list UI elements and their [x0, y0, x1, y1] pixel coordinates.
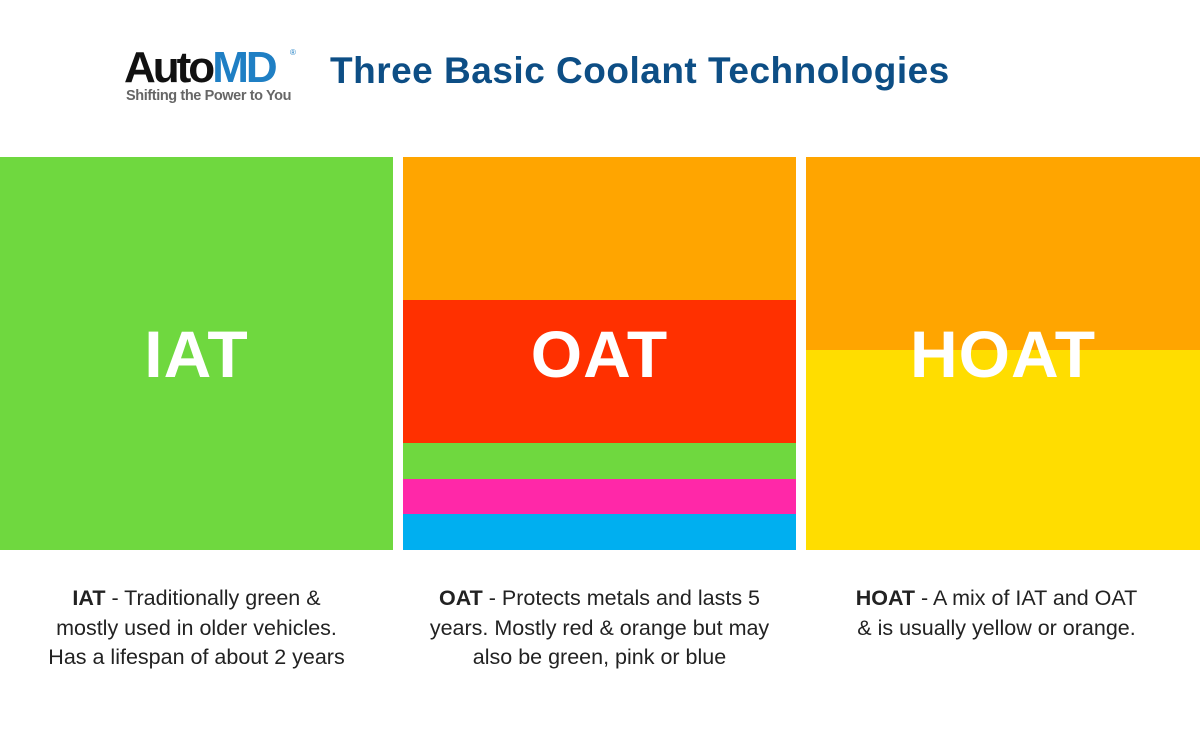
caption-iat: IAT - Traditionally green & mostly used … — [0, 584, 393, 673]
caption-line: also be green, pink or blue — [472, 645, 727, 669]
color-band-blue — [403, 514, 796, 550]
caption-line: years. Mostly red & orange but may — [429, 615, 770, 640]
caption-line: - Protects metals and lasts 5 — [482, 586, 761, 610]
panel-iat: IAT — [0, 157, 393, 550]
caption-line: Has a lifespan of about 2 years — [48, 645, 345, 669]
caption-hoat: HOAT - A mix of IAT and OAT & is usually… — [800, 584, 1193, 643]
color-band-orange — [403, 157, 796, 300]
automd-logo: AutoMD ® Shifting the Power to You — [124, 46, 299, 106]
color-band-orange — [806, 157, 1200, 350]
panel-hoat: HOAT — [806, 157, 1200, 550]
caption-term: OAT — [438, 586, 483, 610]
panel-label-hoat: HOAT — [909, 316, 1097, 391]
page-title: Three Basic Coolant Technologies — [330, 50, 950, 91]
logo-wordmark: AutoMD — [124, 43, 278, 92]
color-band-green — [403, 443, 796, 479]
logo-auto: Auto — [124, 43, 215, 92]
caption-line: - Traditionally green & — [105, 586, 321, 610]
logo-tagline: Shifting the Power to You — [126, 88, 292, 104]
caption-oat: OAT - Protects metals and lasts 5 years.… — [403, 584, 796, 673]
caption-term: IAT — [72, 586, 106, 610]
panel-oat: OAT — [403, 157, 796, 550]
color-band-green — [0, 157, 393, 550]
color-band-red — [403, 300, 796, 443]
logo-md: MD — [212, 43, 277, 92]
registered-mark: ® — [290, 48, 296, 57]
panel-label-iat: IAT — [144, 316, 249, 391]
caption-line: & is usually yellow or orange. — [857, 615, 1136, 640]
caption-line: mostly used in older vehicles. — [56, 615, 337, 640]
caption-term: HOAT — [855, 586, 916, 610]
panel-label-oat: OAT — [530, 316, 669, 391]
caption-line: - A mix of IAT and OAT — [915, 586, 1138, 610]
color-band-yellow — [806, 350, 1200, 550]
color-band-pink — [403, 479, 796, 514]
